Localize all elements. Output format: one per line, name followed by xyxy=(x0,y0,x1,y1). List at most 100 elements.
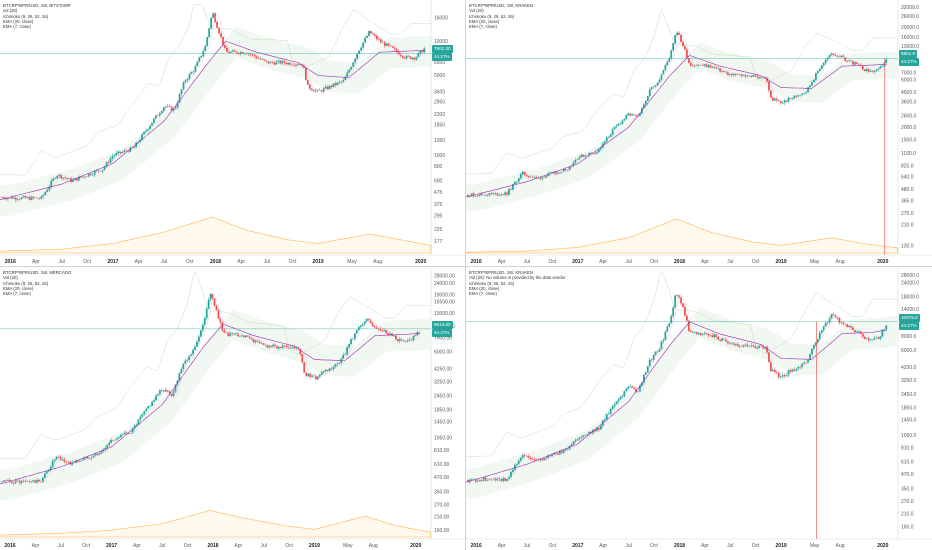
candle-body xyxy=(97,170,100,172)
candle-body xyxy=(639,113,641,116)
indicator-label: EMA (7, close) xyxy=(469,291,497,297)
candle-body xyxy=(885,325,888,330)
candle-body xyxy=(512,469,514,472)
candle xyxy=(566,448,569,451)
candle xyxy=(350,65,353,71)
candle xyxy=(725,70,727,75)
candle xyxy=(151,122,153,126)
candle-body xyxy=(210,17,213,29)
candle-body xyxy=(389,333,391,336)
candle-body xyxy=(719,339,722,341)
candle-body xyxy=(330,85,333,88)
candle-body xyxy=(309,373,311,377)
candle-body xyxy=(297,64,299,66)
candle-body xyxy=(45,471,48,474)
candle xyxy=(715,333,718,339)
candle-body xyxy=(539,459,542,460)
candle xyxy=(257,56,260,59)
candle-body xyxy=(556,453,559,455)
candle-body xyxy=(370,31,372,34)
time-tick-label: Jul xyxy=(625,259,631,265)
candle xyxy=(157,393,159,397)
candle-body xyxy=(881,66,884,67)
candle xyxy=(787,96,790,104)
candle-body xyxy=(805,92,808,94)
candle-body xyxy=(411,57,414,59)
candle xyxy=(49,465,52,472)
candle xyxy=(611,127,614,136)
candle-body xyxy=(186,360,189,361)
candle-body xyxy=(818,332,821,340)
candle-body xyxy=(174,384,177,392)
candle xyxy=(547,453,549,459)
candle xyxy=(687,58,690,64)
candle xyxy=(267,61,270,65)
candle-body xyxy=(6,479,9,481)
price-tick-label: 6000.00 xyxy=(434,349,452,355)
chart-pane-bottom-left[interactable]: BTCRP*BPR/USD, 1W, MERCADO Vol (20) Ichi… xyxy=(0,267,465,550)
candle-body xyxy=(285,63,288,65)
pane-divider-vertical[interactable] xyxy=(465,0,466,550)
candle xyxy=(629,113,632,117)
candle xyxy=(830,313,833,320)
candle xyxy=(362,42,365,50)
price-tick-label: 1850 xyxy=(434,123,445,129)
candle xyxy=(40,195,43,200)
candle xyxy=(139,414,142,422)
candle xyxy=(410,338,413,341)
last-price-tag: 10875.0 xyxy=(899,313,920,322)
candle-body xyxy=(768,81,770,91)
candle xyxy=(607,136,610,139)
candle xyxy=(789,97,792,99)
candle-body xyxy=(79,460,81,462)
candle-body xyxy=(419,50,422,54)
candle-body xyxy=(515,463,518,465)
price-tick-label: 5000 xyxy=(434,73,445,79)
candle xyxy=(721,69,723,73)
candle xyxy=(676,31,679,37)
candle xyxy=(62,177,65,181)
candle-body xyxy=(727,72,729,75)
candle-body xyxy=(531,176,534,178)
candle xyxy=(164,106,167,109)
candle xyxy=(141,413,144,418)
candle xyxy=(760,75,763,79)
chart-pane-bottom-right[interactable]: BTCRP*BPR/USD, 1W, KRAKEN Vol (20): No v… xyxy=(466,267,932,550)
candle xyxy=(713,64,716,69)
candle xyxy=(324,368,327,374)
candle-body xyxy=(811,348,813,355)
candle xyxy=(727,340,729,346)
legend-block: BTCRP*BPR/USD, 1W, BITSTAMP vol (20) Ich… xyxy=(3,3,71,29)
candle xyxy=(668,322,671,328)
candle-body xyxy=(848,325,851,327)
time-tick-label: May xyxy=(343,543,353,549)
candle-body xyxy=(407,55,410,57)
candle xyxy=(834,53,837,57)
time-tick-label: Jul xyxy=(58,259,64,265)
candle-body xyxy=(584,435,587,436)
candle-body xyxy=(5,198,7,200)
candle xyxy=(881,64,884,68)
candle-body xyxy=(803,362,806,364)
candle-body xyxy=(598,149,600,152)
candle-body xyxy=(255,56,258,59)
candle-body xyxy=(846,324,849,327)
candle-body xyxy=(815,73,817,80)
candle-body xyxy=(115,153,118,156)
candle-body xyxy=(566,449,569,450)
candle xyxy=(478,479,481,482)
candle xyxy=(8,477,11,484)
candle-body xyxy=(791,98,794,99)
candle xyxy=(754,344,757,350)
chart-pane-top-left[interactable]: BTCRP*BPR/USD, 1W, BITSTAMP vol (20) Ich… xyxy=(0,0,465,266)
candle-body xyxy=(84,456,87,458)
candle-body xyxy=(756,347,759,349)
candle-body xyxy=(348,69,351,73)
candle xyxy=(253,54,256,59)
ichimoku-cloud xyxy=(466,42,897,212)
chart-pane-top-right[interactable]: BTCRP*BPR/USD, 1W, KRAKEN Vol (20) Ichim… xyxy=(466,0,932,266)
pane-divider-horizontal[interactable] xyxy=(0,266,932,267)
candle-body xyxy=(418,332,421,333)
candle-body xyxy=(118,437,120,439)
candle-body xyxy=(168,391,171,394)
